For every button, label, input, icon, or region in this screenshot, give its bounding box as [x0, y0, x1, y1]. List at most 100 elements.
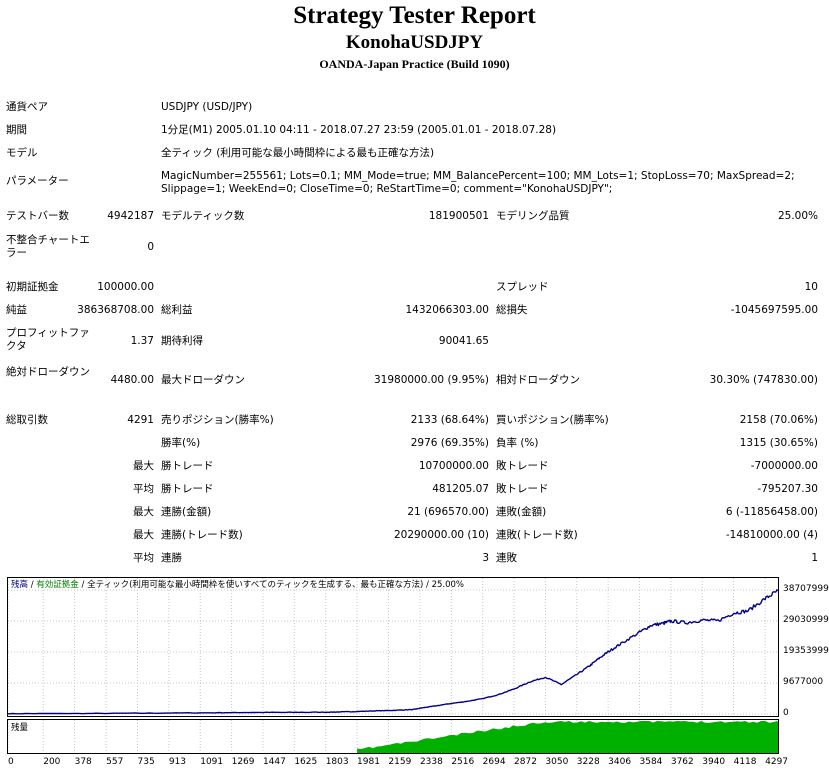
legend-model: 全ティック(利用可能な最小時間枠を使いすべてのティックを生成する、最も正確な方法… [87, 580, 424, 590]
x-tick-label: 2872 [514, 757, 537, 767]
avg-cons-word: 平均 [133, 552, 154, 564]
long-positions-label: 買いポジション(勝率%) [496, 414, 609, 426]
volume-svg [8, 720, 778, 753]
gross-profit-value: 1432066303.00 [405, 304, 489, 316]
loss-rate-label: 負率 (%) [496, 437, 539, 449]
x-tick-label: 2694 [482, 757, 506, 767]
win-rate-label: 勝率(%) [161, 437, 201, 449]
max-cons-amount-word: 最大 [133, 529, 154, 541]
abs-drawdown-label: 絶対ドローダウン [6, 366, 90, 378]
x-tick-label: 4118 [733, 757, 757, 767]
gross-loss-label: 総損失 [496, 304, 528, 316]
model-label: モデル [6, 147, 38, 159]
x-tick-label: 1625 [294, 757, 318, 767]
max-cons-profit-value: 20290000.00 (10) [393, 529, 489, 541]
deposit-value: 100000.00 [97, 281, 154, 293]
expert-name: KonohaUSDJPY [345, 32, 484, 53]
x-tick-label: 200 [43, 757, 61, 767]
net-value: 386368708.00 [77, 304, 154, 316]
abs-drawdown-value: 4480.00 [110, 374, 154, 386]
x-tick-label: 3762 [670, 757, 694, 767]
expected-payoff-label: 期待利得 [161, 335, 203, 347]
avg-cons-losses-label: 連敗 [496, 552, 517, 564]
legend-balance: 残高 [11, 580, 29, 590]
quality-value: 25.00% [777, 210, 818, 222]
rel-drawdown-value: 30.30% (747830.00) [709, 374, 818, 386]
gross-loss-value: -1045697595.00 [730, 304, 818, 316]
spread-label: スプレッド [496, 281, 549, 293]
mismatch-value: 0 [147, 241, 154, 253]
largest-loss-label: 敗トレード [496, 460, 549, 472]
chart-legend: 残高 / 有効証拠金 / 全ティック(利用可能な最小時間枠を使いすべてのティック… [11, 580, 464, 590]
quality-label: モデリング品質 [496, 210, 570, 222]
x-tick-label: 4297 [765, 757, 789, 767]
x-tick-label: 1803 [325, 757, 349, 767]
largest-loss-value: -7000000.00 [750, 460, 818, 472]
x-tick-label: 378 [74, 757, 92, 767]
x-tick-label: 3584 [639, 757, 663, 767]
model-value: 全ティック (利用可能な最小時間枠による最も正確な方法) [161, 147, 435, 159]
bars-value: 4942187 [107, 210, 154, 222]
gross-profit-label: 総利益 [161, 304, 193, 316]
max-cons-wins-value: 21 (696570.00) [407, 506, 489, 518]
legend-sep: / [28, 580, 37, 590]
max-cons-wins-label: 連勝(金額) [161, 506, 212, 518]
mismatch-label: 不整合チャートエラー [6, 234, 90, 259]
largest-win-label: 勝トレード [161, 460, 214, 472]
max-cons-word: 最大 [133, 506, 154, 518]
short-positions-label: 売りポジション(勝率%) [161, 414, 274, 426]
max-cons-losses-value: 6 (-11856458.00) [725, 506, 818, 518]
y-tick-label: 19353999 [783, 646, 829, 656]
average-word: 平均 [133, 483, 154, 495]
total-trades-label: 総取引数 [6, 414, 48, 426]
x-tick-label: 0 [8, 757, 14, 767]
balance-chart: 残高 / 有効証拠金 / 全ティック(利用可能な最小時間枠を使いすべてのティック… [7, 577, 779, 717]
x-tick-label: 913 [168, 757, 187, 767]
total-trades-value: 4291 [127, 414, 154, 426]
x-tick-label: 557 [106, 757, 124, 767]
period-value: 1分足(M1) 2005.01.10 04:11 - 2018.07.27 23… [161, 124, 557, 136]
average-loss-value: -795207.30 [757, 483, 818, 495]
y-tick-label: 0 [783, 708, 789, 718]
ticks-label: モデルティック数 [161, 210, 245, 222]
x-tick-label: 3050 [545, 757, 569, 767]
max-cons-loss-amount-value: -14810000.00 (4) [725, 529, 818, 541]
x-tick-label: 1981 [357, 757, 380, 767]
profit-factor-label: プロフィットファクタ [6, 327, 90, 352]
max-drawdown-value: 31980000.00 (9.95%) [373, 374, 489, 386]
y-tick-label: 38707999 [783, 584, 829, 594]
max-cons-losses-label: 連敗(金額) [496, 506, 547, 518]
average-win-value: 481205.07 [432, 483, 489, 495]
average-loss-label: 敗トレード [496, 483, 549, 495]
report-title: Strategy Tester Report [293, 2, 536, 29]
expected-payoff-value: 90041.65 [438, 335, 489, 347]
x-tick-label: 3940 [702, 757, 726, 767]
x-tick-label: 2516 [451, 757, 475, 767]
x-tick-label: 2338 [419, 757, 443, 767]
x-tick-label: 735 [137, 757, 155, 767]
profit-factor-value: 1.37 [130, 335, 154, 347]
volume-label: 残量 [11, 723, 29, 733]
y-tick-label: 9677000 [783, 677, 824, 687]
largest-word: 最大 [133, 460, 154, 472]
avg-cons-wins-label: 連勝 [161, 552, 182, 564]
avg-cons-wins-value: 3 [482, 552, 489, 564]
x-tick-label: 1269 [231, 757, 255, 767]
x-tick-label: 1091 [200, 757, 224, 767]
volume-area [357, 721, 778, 753]
spread-value: 10 [804, 281, 818, 293]
max-drawdown-label: 最大ドローダウン [161, 374, 245, 386]
loss-rate-value: 1315 (30.65%) [739, 437, 818, 449]
symbol-label: 通貨ペア [6, 101, 48, 113]
volume-panel: 残量 [7, 719, 779, 754]
y-tick-label: 29030999 [783, 615, 829, 625]
server-name: OANDA-Japan Practice (Build 1090) [319, 57, 510, 71]
largest-win-value: 10700000.00 [418, 460, 489, 472]
x-tick-label: 1447 [262, 757, 286, 767]
legend-quality: 25.00% [431, 580, 464, 590]
period-label: 期間 [6, 124, 27, 136]
x-tick-label: 2159 [388, 757, 412, 767]
params-value: MagicNumber=255561; Lots=0.1; MM_Mode=tr… [161, 170, 795, 195]
params-label: パラメーター [6, 175, 69, 187]
max-cons-profit-label: 連勝(トレード数) [161, 529, 243, 541]
